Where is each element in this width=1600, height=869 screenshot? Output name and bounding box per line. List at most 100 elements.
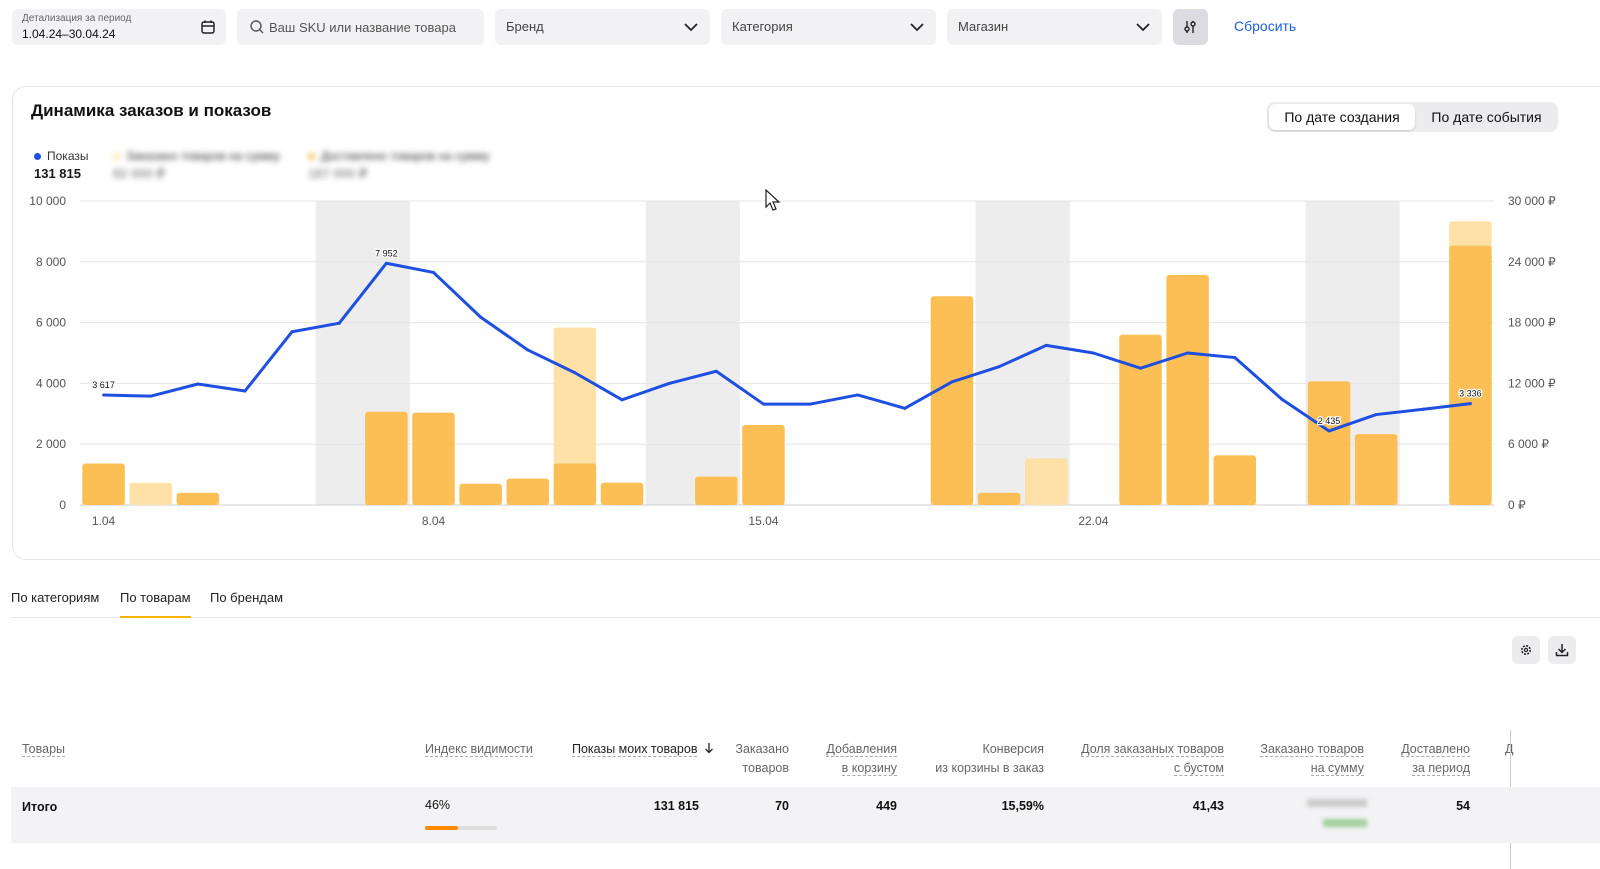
legend-dot: [113, 152, 120, 160]
toggle-by-creation-date[interactable]: По дате создания: [1269, 104, 1415, 130]
col-sum-line2: на сумму: [1310, 761, 1364, 776]
sort-arrow-down-icon: [704, 743, 713, 754]
bar-delivered-sum: [1354, 434, 1398, 505]
col-conversion[interactable]: Конверсия из корзины в заказ: [911, 740, 1044, 778]
legend-shows[interactable]: Показы 131 815: [34, 149, 88, 181]
shop-dropdown-label: Магазин: [958, 19, 1009, 34]
reset-link[interactable]: Сбросить: [1234, 18, 1297, 34]
shows-line: [103, 261, 1471, 433]
y-right-tick-label: 6 000 ₽: [1508, 437, 1549, 451]
filter-bar: Детализация за период 1.04.24–30.04.24 Б…: [0, 0, 1600, 56]
col-conversion-line1: Конверсия: [982, 742, 1044, 756]
col-visibility[interactable]: Индекс видимости: [425, 740, 533, 759]
col-shows[interactable]: Показы моих товаров: [572, 740, 714, 759]
chevron-down-icon: [684, 23, 698, 32]
download-icon: [1555, 644, 1569, 657]
tab-by-products[interactable]: По товарам: [120, 590, 191, 618]
shows-point: [290, 330, 294, 334]
search-input[interactable]: [269, 9, 474, 45]
legend-delivered-sum[interactable]: Доставлено товаров на сумму 187 000 ₽: [308, 149, 490, 182]
bar-delivered-sum: [176, 492, 220, 505]
table-settings-button[interactable]: [1512, 636, 1540, 664]
y-right-tick-label: 18 000 ₽: [1508, 316, 1556, 330]
sliders-icon: [1184, 21, 1196, 33]
shows-point: [1186, 351, 1190, 355]
shows-point: [667, 381, 671, 385]
col-extra-cut[interactable]: Д: [1505, 740, 1513, 759]
shows-point: [856, 393, 860, 397]
col-ordered-line1: Заказано: [735, 742, 789, 756]
visibility-progress-fill: [425, 826, 459, 830]
legend-label: Заказано товаров на сумму: [126, 149, 280, 163]
shows-point: [1233, 356, 1237, 360]
shows-point: [1280, 397, 1284, 401]
tab-by-categories[interactable]: По категориям: [11, 590, 100, 605]
bar-ordered-sum: [129, 482, 172, 505]
orders-shows-chart[interactable]: 0 0 ₽ 2 000 6 000 ₽ 4 000 12 000 ₽ 6 000 18 000…: [0, 0, 1600, 560]
col-boost-line2: с бустом: [1173, 761, 1224, 776]
col-cart[interactable]: Добавления в корзину: [801, 740, 897, 778]
bar-delivered-sum: [412, 412, 455, 505]
shows-point: [950, 380, 954, 384]
col-products[interactable]: Товары: [22, 740, 65, 759]
col-shows-label: Показы моих товаров: [572, 742, 698, 757]
chart-title: Динамика заказов и показов: [31, 101, 272, 120]
total-visibility: 46%: [425, 798, 451, 812]
legend-value: 187 000 ₽: [308, 166, 368, 181]
bar-ordered-sum: [1025, 458, 1068, 505]
shows-point: [432, 270, 435, 274]
shows-point: [479, 315, 483, 319]
bar-delivered-sum: [1449, 245, 1492, 505]
search-box: [237, 9, 484, 45]
legend-label: Показы: [47, 149, 89, 163]
period-picker[interactable]: Детализация за период 1.04.24–30.04.24: [12, 9, 226, 45]
legend-value: 131 815: [34, 166, 81, 181]
category-dropdown[interactable]: Категория: [721, 9, 936, 45]
y-right-tick-label: 12 000 ₽: [1508, 376, 1556, 390]
col-ordered[interactable]: Заказано товаров: [711, 740, 789, 778]
brand-dropdown[interactable]: Бренд: [495, 9, 710, 45]
legend-label: Доставлено товаров на сумму: [321, 149, 490, 163]
shows-point-label: 3 336: [1459, 389, 1482, 399]
tab-by-brands[interactable]: По брендам: [210, 590, 284, 605]
download-button[interactable]: [1548, 636, 1576, 664]
table-header: Товары Индекс видимости Показы моих това…: [11, 735, 1600, 785]
shows-point-label: 7 952: [375, 248, 398, 258]
toggle-by-event-date[interactable]: По дате события: [1431, 109, 1542, 125]
shows-point: [903, 406, 907, 410]
bar-delivered-sum: [365, 411, 408, 505]
period-label: Детализация за период: [22, 13, 132, 24]
shows-point: [1327, 429, 1331, 433]
bar-delivered-sum: [600, 482, 644, 505]
y-left-tick-label: 4 000: [36, 376, 66, 390]
bar-delivered-sum: [1166, 274, 1209, 505]
bar-delivered-sum: [1213, 455, 1256, 505]
shows-point: [196, 382, 200, 386]
col-ordered-sum[interactable]: Заказано товаров на сумму: [1241, 740, 1364, 778]
shows-point-label: 3 617: [92, 380, 115, 390]
bar-delivered-sum: [82, 463, 125, 505]
col-products-label: Товары: [22, 742, 65, 757]
shop-dropdown[interactable]: Магазин: [947, 9, 1162, 45]
filter-settings-button[interactable]: [1173, 9, 1208, 45]
col-delivered[interactable]: Доставлено за период: [1381, 740, 1470, 778]
shows-point: [1044, 343, 1048, 347]
col-delivered-line1: Доставлено: [1401, 742, 1470, 757]
bar-delivered-sum: [1119, 334, 1162, 505]
legend-ordered-sum[interactable]: Заказано товаров на сумму 82 000 ₽: [113, 149, 280, 182]
y-right-tick-label: 24 000 ₽: [1508, 255, 1556, 269]
y-left-tick-label: 0: [59, 498, 66, 512]
bar-delivered-sum: [553, 463, 597, 505]
bar-delivered-sum: [930, 296, 974, 505]
table-total-row: Итого 46% 131 815 70 449 15,59% 41,43 54: [11, 787, 1600, 843]
y-left-tick-label: 8 000: [36, 255, 66, 269]
bar-delivered-sum: [506, 478, 549, 505]
total-cart: 449: [876, 799, 897, 813]
x-tick-label: 15.04: [748, 514, 778, 528]
shows-point: [1374, 413, 1378, 417]
col-boost-share[interactable]: Доля заказаных товаров с бустом: [1061, 740, 1224, 778]
y-right-tick-label: 0 ₽: [1508, 498, 1526, 512]
shows-point: [997, 365, 1001, 369]
period-value: 1.04.24–30.04.24: [22, 27, 116, 41]
breakdown-tabs: По категориям По товарам По брендам: [11, 588, 1600, 618]
